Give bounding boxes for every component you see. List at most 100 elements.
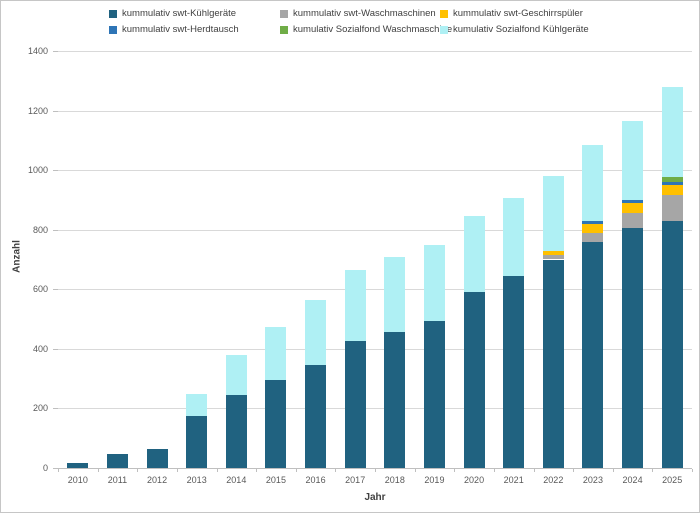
bar-segment-s0-2017 [344,341,366,468]
legend-item-5: kumulativ Sozialfond Kühlgeräte [440,24,589,35]
x-axis-tick [58,469,59,472]
x-axis-title: Jahr [364,492,386,503]
legend-label: kummulativ swt-Waschmaschinen [293,8,436,19]
x-tick-label: 2013 [186,475,207,485]
bar-segment-s5-2021 [503,198,525,276]
bar-segment-s0-2025 [661,220,683,468]
x-axis-tick [493,469,495,472]
x-axis-tick [137,469,139,472]
bar-segment-s0-2011 [106,453,128,468]
bar-segment-s0-2023 [582,241,604,468]
bar-segment-s0-2021 [503,275,525,468]
legend-swatch-icon [440,25,448,34]
bar-segment-s0-2014 [225,395,247,468]
bar-segment-s0-2022 [542,259,564,468]
x-axis-tick [216,469,218,472]
gridline-1200 [58,110,692,112]
x-axis-tick [97,469,99,472]
bar-segment-s0-2010 [67,462,89,468]
bar-segment-s5-2015 [265,326,287,381]
bar-segment-s0-2015 [265,380,287,468]
legend-swatch-icon [109,25,117,34]
x-axis-tick [573,469,575,472]
y-axis-tick [53,170,58,172]
x-tick-label: 2017 [345,475,366,485]
y-tick-label: 1000 [27,165,48,176]
x-tick-label: 2011 [107,475,128,485]
legend-label: kummulativ swt-Kühlgeräte [122,8,237,19]
bar-segment-s5-2017 [344,269,366,342]
y-axis-title: Anzahl [11,240,23,273]
bar-segment-s3-2025 [661,182,683,186]
x-axis-tick [612,469,614,472]
x-tick-label: 2023 [582,475,603,485]
gridline-600 [58,289,692,291]
y-axis-tick [53,468,58,469]
bar-segment-s2-2024 [622,202,644,214]
gridline-200 [58,408,692,410]
bar-segment-s5-2016 [305,299,327,366]
bar-segment-s5-2019 [423,244,445,321]
x-axis-tick [176,469,178,472]
legend-label: kumulativ Sozialfond Kühlgeräte [453,24,589,35]
x-tick-label: 2021 [503,475,524,485]
x-tick-label: 2015 [265,475,286,485]
bar-segment-s1-2024 [622,213,644,229]
bar-segment-s0-2012 [146,448,168,468]
bar-segment-s2-2022 [542,250,564,256]
bar-segment-s5-2018 [384,256,406,333]
legend-swatch-icon [109,9,117,18]
legend-item-3: kummulativ swt-Herdtausch [109,24,280,35]
x-tick-label: 2018 [384,475,405,485]
y-tick-label: 800 [32,224,48,235]
legend-item-2: kummulativ swt-Geschirrspüler [440,8,589,19]
y-axis-tick [53,348,58,350]
y-tick-label: 600 [32,284,48,295]
x-tick-label: 2012 [147,475,168,485]
bar-segment-s0-2024 [622,228,644,468]
legend-label: kumulativ Sozialfond Waschmaschine [293,24,453,35]
y-axis-tick [53,51,58,52]
x-tick-label: 2020 [464,475,485,485]
legend: kummulativ swt-Kühlgeräte kummulativ swt-… [109,8,589,35]
x-axis-tick [375,469,376,472]
gridline-400 [58,348,692,350]
legend-swatch-icon [280,9,288,18]
y-tick-label: 1200 [27,105,48,116]
legend-label: kummulativ swt-Geschirrspüler [453,8,583,19]
bar-segment-s5-2020 [463,216,485,293]
x-axis-tick [256,469,258,472]
gridline-800 [58,229,692,231]
bar-segment-s5-2013 [186,393,208,416]
y-tick-label: 1400 [27,46,48,56]
y-tick-label: 0 [42,463,48,473]
y-axis-tick [53,408,58,410]
x-tick-label: 2014 [226,475,247,485]
bar-segment-s2-2025 [661,185,683,196]
y-tick-label: 400 [32,343,48,354]
bar-segment-s0-2019 [423,320,445,468]
legend-swatch-icon [440,9,448,18]
legend-item-4: kumulativ Sozialfond Waschmaschine [280,24,452,35]
x-tick-label: 2010 [67,475,88,485]
legend-item-0: kummulativ swt-Kühlgeräte [109,8,280,19]
bar-segment-s0-2018 [384,332,406,468]
y-tick-label: 200 [32,403,48,414]
legend-swatch-icon [280,25,288,34]
x-tick-label: 2016 [305,475,326,485]
bar-segment-s3-2024 [622,199,644,203]
bar-segment-s5-2023 [582,145,604,222]
bar-segment-s4-2025 [661,176,683,183]
x-axis-tick [295,469,297,472]
bar-segment-s5-2014 [225,354,247,396]
bar-segment-s1-2023 [582,232,604,242]
gridline-1000 [58,170,692,172]
x-axis-tick [414,469,416,472]
x-axis-tick [533,469,535,472]
x-tick-label: 2024 [622,475,643,485]
y-axis-tick [53,110,58,112]
bar-segment-s0-2016 [305,365,327,468]
legend-label: kummulativ swt-Herdtausch [122,24,239,35]
y-axis-tick [53,289,58,291]
